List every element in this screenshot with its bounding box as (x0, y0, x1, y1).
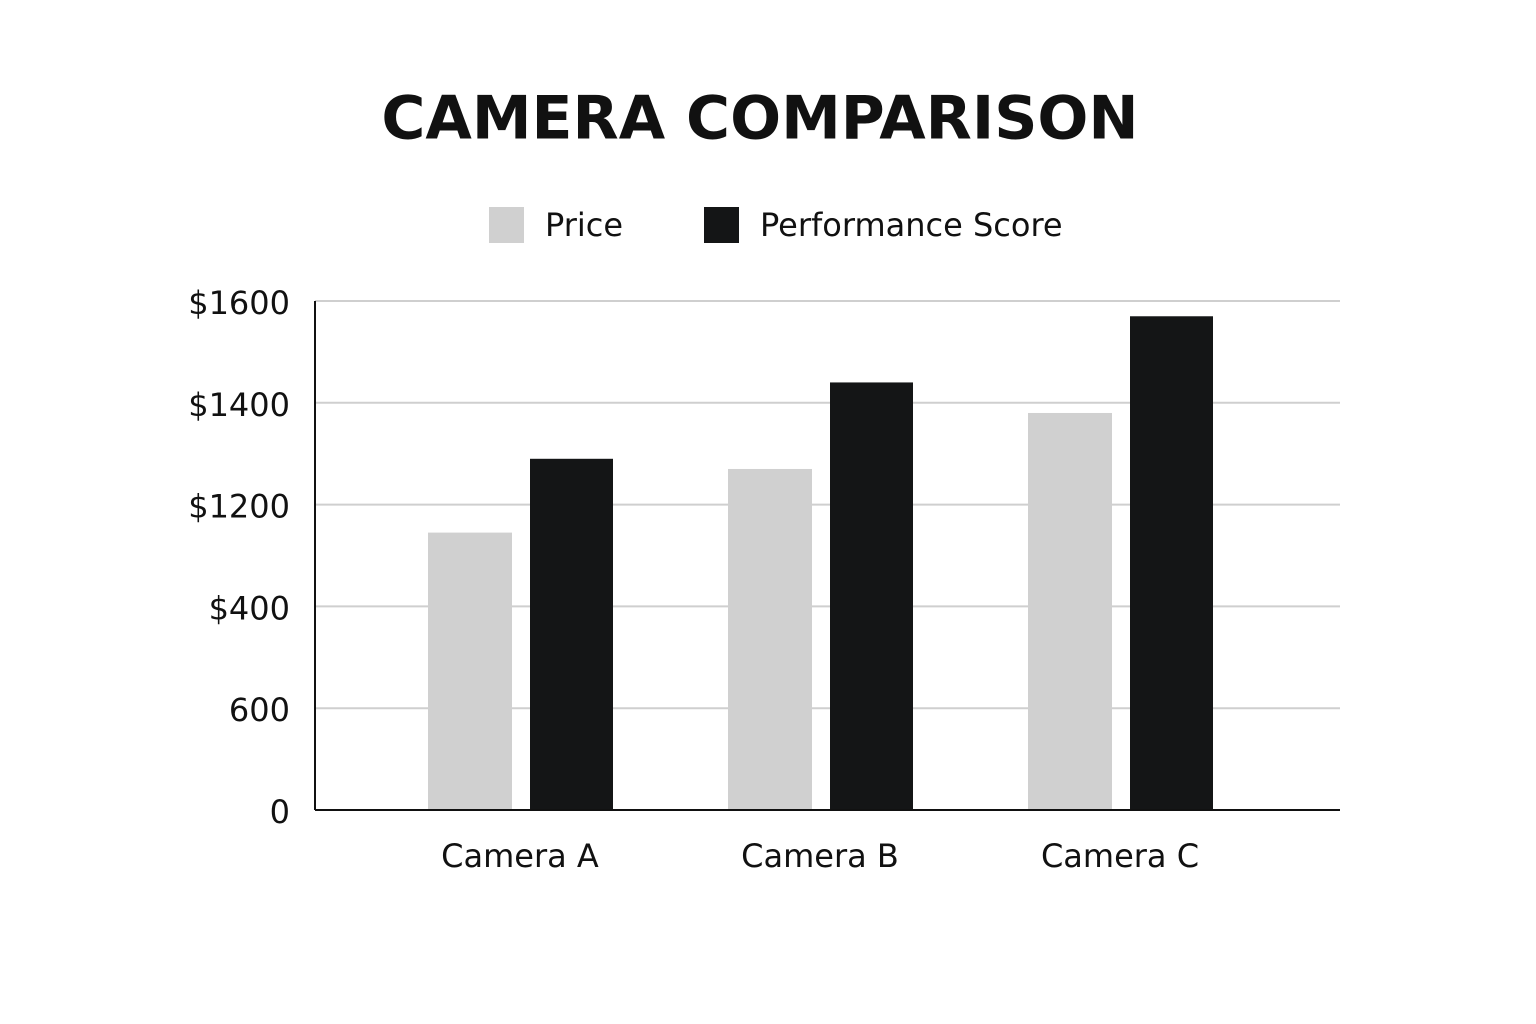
y-tick-label: $1600 (188, 284, 290, 322)
chart-title: CAMERA COMPARISON (381, 84, 1138, 154)
y-tick-label: $1400 (188, 386, 290, 424)
legend-swatch (489, 207, 524, 243)
bar (530, 458, 613, 810)
x-tick-label: Camera A (441, 837, 599, 875)
x-tick-label: Camera C (1041, 837, 1199, 875)
y-tick-label: 600 (229, 691, 290, 729)
legend-swatch (704, 207, 739, 243)
x-tick-label: Camera B (741, 837, 899, 875)
y-tick-label: $1200 (188, 488, 290, 526)
y-tick-label: $400 (209, 589, 290, 627)
bar (428, 532, 512, 810)
bar (830, 382, 913, 810)
legend-label: Performance Score (760, 206, 1063, 244)
y-tick-label: 0 (270, 793, 290, 831)
bar (1130, 316, 1213, 810)
bar (1028, 412, 1112, 810)
legend-label: Price (545, 206, 623, 244)
bar (728, 468, 812, 810)
